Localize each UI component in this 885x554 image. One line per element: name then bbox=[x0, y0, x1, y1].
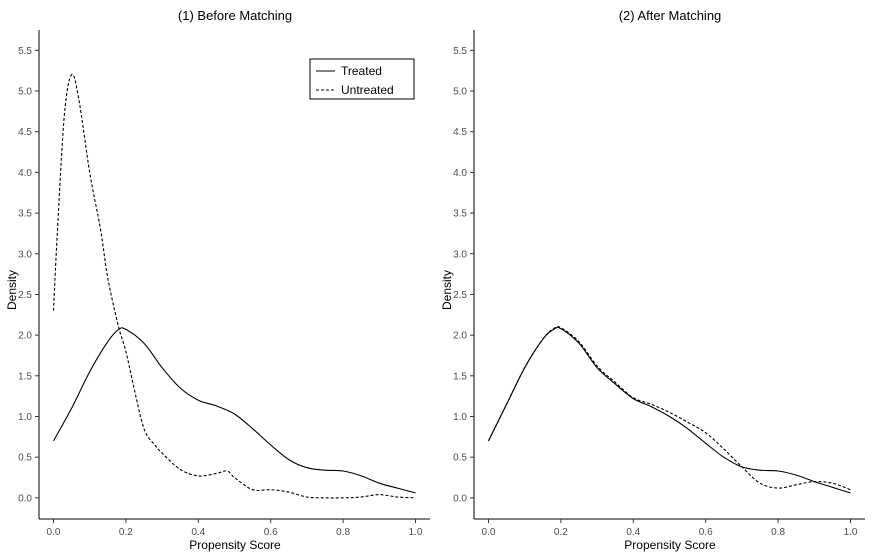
legend-box bbox=[309, 58, 415, 100]
legend-label-untreated: Untreated bbox=[341, 83, 394, 97]
series-lines bbox=[52, 73, 416, 499]
x-tick-label: 0.4 bbox=[191, 527, 205, 538]
y-tick-label: 3.0 bbox=[453, 249, 467, 260]
y-tick-label: 2.5 bbox=[18, 290, 32, 301]
y-tick-label: 1.5 bbox=[453, 371, 467, 382]
x-tick-label: 0.2 bbox=[119, 527, 133, 538]
series-line-treated bbox=[53, 327, 416, 494]
x-axis-label: Propensity Score bbox=[624, 538, 716, 552]
y-tick-label: 1.5 bbox=[18, 371, 32, 382]
y-tick-label: 5.0 bbox=[18, 87, 32, 98]
y-tick-label: 4.0 bbox=[18, 168, 32, 179]
y-tick-label: 1.0 bbox=[18, 412, 32, 423]
x-tick-label: 0.6 bbox=[264, 527, 278, 538]
y-tick-label: 5.0 bbox=[453, 87, 467, 98]
y-tick-label: 0.5 bbox=[18, 453, 32, 464]
y-tick-label: 2.5 bbox=[453, 290, 467, 301]
panel-after-matching: (2) After Matching 0.0 0.5 1.0 1.5 2.0 2.5 3.0… bbox=[440, 8, 865, 552]
x-tick-label: 0.8 bbox=[336, 527, 350, 538]
series-line-untreated bbox=[52, 73, 416, 499]
y-tick-label: 4.5 bbox=[453, 127, 467, 138]
series-line-untreated bbox=[488, 326, 851, 491]
y-tick-label: 2.0 bbox=[453, 331, 467, 342]
y-axis-label: Density bbox=[5, 270, 19, 310]
y-tick-label: 0.0 bbox=[453, 493, 467, 504]
axes: 0.0 0.5 1.0 1.5 2.0 2.5 3.0 3.5 4.0 4.5 5.0 5.5 0.0 0… bbox=[453, 30, 865, 538]
x-tick-label: 1.0 bbox=[844, 527, 858, 538]
panel-title: (1) Before Matching bbox=[178, 8, 292, 23]
x-axis-label: Propensity Score bbox=[189, 538, 281, 552]
x-tick-label: 0.0 bbox=[482, 527, 496, 538]
y-tick-label: 3.0 bbox=[18, 249, 32, 260]
x-tick-label: 0.8 bbox=[771, 527, 785, 538]
panel-title: (2) After Matching bbox=[619, 8, 722, 23]
y-tick-label: 4.5 bbox=[18, 127, 32, 138]
y-tick-label: 4.0 bbox=[453, 168, 467, 179]
y-axis-label: Density bbox=[440, 270, 454, 310]
y-tick-label: 5.5 bbox=[453, 46, 467, 57]
y-tick-label: 3.5 bbox=[453, 209, 467, 220]
series-lines bbox=[488, 326, 851, 494]
y-tick-label: 5.5 bbox=[18, 46, 32, 57]
y-tick-label: 2.0 bbox=[18, 331, 32, 342]
x-tick-label: 1.0 bbox=[409, 527, 423, 538]
x-tick-label: 0.0 bbox=[47, 527, 61, 538]
y-tick-label: 3.5 bbox=[18, 209, 32, 220]
x-tick-label: 0.4 bbox=[626, 527, 640, 538]
y-tick-label: 1.0 bbox=[453, 412, 467, 423]
legend-label-treated: Treated bbox=[341, 64, 382, 78]
axes: 0.0 0.5 1.0 1.5 2.0 2.5 3.0 3.5 4.0 4.5 5.0 5.5 0.0 0… bbox=[18, 30, 430, 538]
x-tick-label: 0.2 bbox=[554, 527, 568, 538]
y-tick-label: 0.5 bbox=[453, 453, 467, 464]
series-line-treated bbox=[488, 326, 851, 494]
panel-before-matching: (1) Before Matching 0.0 0.5 1.0 1.5 2.0 2.5 3.… bbox=[5, 8, 430, 552]
legend: Treated Untreated bbox=[309, 58, 415, 100]
y-tick-label: 0.0 bbox=[18, 493, 32, 504]
x-tick-label: 0.6 bbox=[699, 527, 713, 538]
